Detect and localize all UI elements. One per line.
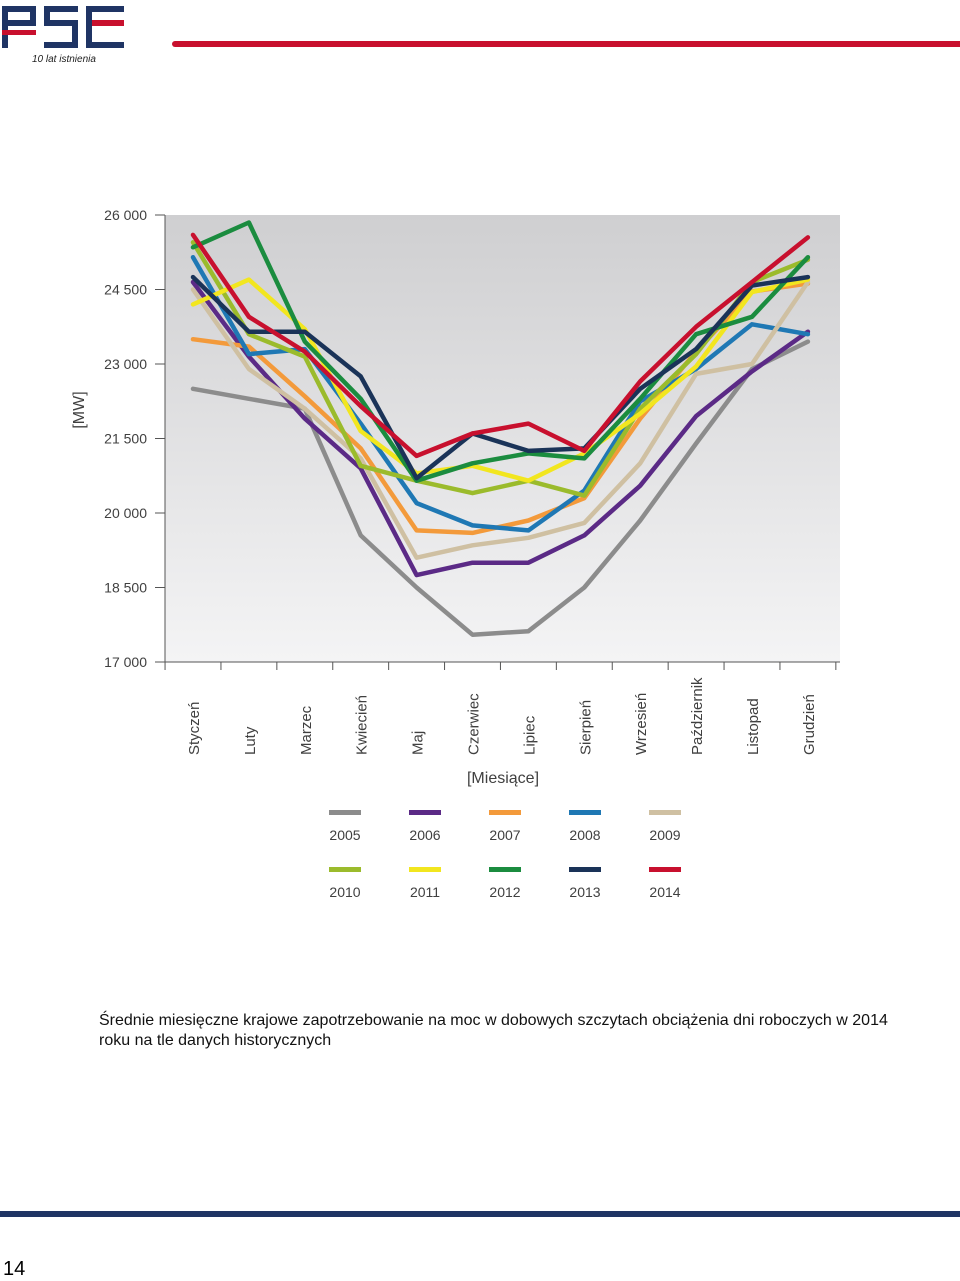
footer-rule	[0, 1211, 960, 1217]
x-tick-label: Maj	[410, 731, 427, 755]
x-tick-label: Sierpień	[577, 700, 594, 755]
legend-item-2012: 2012	[475, 867, 535, 900]
legend-swatch	[329, 867, 361, 872]
legend-swatch	[569, 810, 601, 815]
legend-label: 2013	[569, 884, 601, 900]
x-tick-label: Październik	[689, 677, 706, 755]
y-tick-label: 21 500	[104, 431, 147, 447]
legend-label: 2007	[489, 827, 521, 843]
y-axis-label: [MW]	[71, 391, 88, 428]
legend-item-2007: 2007	[475, 810, 535, 843]
pse-logo	[2, 6, 124, 48]
y-tick-label: 18 500	[104, 580, 147, 596]
legend-item-2008: 2008	[555, 810, 615, 843]
line-chart: 26 000 24 500 23 000 21 500 20 000 18 500 17 0…	[71, 207, 840, 787]
chart-legend: 2005 2006 2007 2008 2009 2010 2011 2012 2013 2014	[0, 810, 960, 920]
x-tick-label: Listopad	[745, 698, 762, 755]
legend-item-2010: 2010	[315, 867, 375, 900]
legend-label: 2005	[329, 827, 361, 843]
legend-swatch	[409, 867, 441, 872]
header-red-rule	[172, 41, 960, 47]
legend-label: 2009	[649, 827, 681, 843]
legend-label: 2012	[489, 884, 521, 900]
legend-swatch	[569, 867, 601, 872]
series-line-2010	[190, 240, 811, 498]
legend-swatch	[489, 867, 521, 872]
y-tick-label: 17 000	[104, 654, 147, 670]
legend-label: 2006	[409, 827, 441, 843]
page-number: 14	[3, 1258, 26, 1280]
series-line-2013	[190, 274, 811, 481]
legend-item-2006: 2006	[395, 810, 455, 843]
series-line-2008	[190, 254, 811, 533]
series-line-2009	[190, 279, 811, 560]
legend-swatch	[329, 810, 361, 815]
x-tick-label: Grudzień	[801, 694, 818, 755]
legend-swatch	[649, 867, 681, 872]
legend-swatch	[649, 810, 681, 815]
logo-tagline: 10 lat istnienia	[32, 54, 96, 65]
legend-swatch	[489, 810, 521, 815]
x-tick-label: Wrzesień	[633, 693, 650, 755]
legend-label: 2011	[409, 884, 441, 900]
y-tick-label: 23 000	[104, 356, 147, 372]
legend-label: 2010	[329, 884, 361, 900]
series-line-2006	[190, 279, 811, 578]
x-tick-label: Marzec	[298, 705, 315, 755]
x-tick-label: Luty	[242, 726, 259, 755]
legend-swatch	[409, 810, 441, 815]
series-line-2014	[190, 232, 811, 459]
legend-item-2011: 2011	[395, 867, 455, 900]
y-tick-label: 26 000	[104, 207, 147, 223]
legend-label: 2008	[569, 827, 601, 843]
y-tick-label: 20 000	[104, 505, 147, 521]
legend-item-2014: 2014	[635, 867, 695, 900]
x-tick-label: Lipiec	[521, 715, 538, 755]
legend-item-2009: 2009	[635, 810, 695, 843]
x-axis-label: [Miesiące]	[467, 770, 539, 787]
legend-label: 2014	[649, 884, 681, 900]
x-tick-label: Kwiecień	[354, 695, 371, 755]
y-tick-label: 24 500	[104, 282, 147, 298]
legend-item-2013: 2013	[555, 867, 615, 900]
chart-caption: Średnie miesięczne krajowe zapotrzebowan…	[99, 1012, 888, 1049]
legend-item-2005: 2005	[315, 810, 375, 843]
plot-area	[165, 215, 840, 662]
x-tick-label: Czerwiec	[466, 693, 483, 755]
x-tick-label: Styczeń	[186, 702, 203, 755]
series-line-2012	[190, 220, 811, 483]
